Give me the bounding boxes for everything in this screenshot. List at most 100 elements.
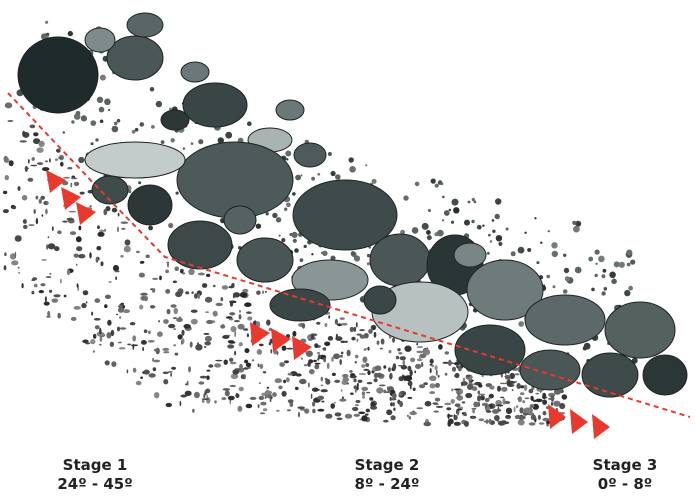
pebble	[276, 410, 280, 412]
pebble	[405, 375, 412, 381]
pebble	[367, 370, 370, 375]
pebble	[277, 351, 279, 355]
boulder	[161, 110, 189, 130]
pebble	[416, 407, 423, 409]
pebble	[168, 324, 175, 328]
pebble	[229, 318, 233, 320]
pebble	[163, 379, 168, 384]
pebble	[322, 251, 327, 256]
pebble	[314, 364, 319, 369]
pebble	[234, 351, 236, 356]
pebble	[504, 401, 510, 404]
pebble	[339, 359, 342, 365]
pebble	[200, 376, 207, 379]
pebble	[175, 353, 179, 356]
pebble	[325, 379, 330, 385]
pebble	[400, 356, 406, 360]
pebble	[516, 383, 520, 389]
pebble	[46, 316, 50, 318]
pebble	[67, 218, 74, 221]
pebble	[112, 208, 117, 213]
pebble	[388, 367, 391, 372]
pebble	[516, 405, 518, 408]
pebble	[96, 257, 99, 263]
pebble	[242, 289, 248, 293]
pebble	[70, 231, 76, 235]
pebble	[479, 418, 485, 421]
pebble	[415, 364, 421, 369]
pebble	[324, 342, 330, 347]
pebble	[231, 283, 234, 288]
pebble	[345, 341, 348, 343]
pebble	[358, 380, 363, 383]
pebble	[374, 378, 378, 382]
pebble	[362, 357, 367, 363]
pebble	[531, 414, 536, 420]
pebble	[205, 311, 209, 313]
pebble	[389, 373, 393, 380]
pebble	[22, 283, 24, 288]
pebble	[15, 235, 22, 242]
pebble	[76, 264, 78, 266]
pebble	[213, 285, 216, 287]
pebble	[188, 366, 191, 372]
pebble	[498, 421, 506, 426]
pebble	[171, 138, 175, 142]
boulder	[85, 28, 115, 52]
pebble	[377, 341, 380, 345]
boulder	[520, 350, 580, 390]
pebble	[374, 332, 377, 338]
pebble	[595, 274, 598, 277]
pebble	[313, 360, 317, 362]
pebble	[451, 399, 455, 404]
pebble	[312, 401, 315, 406]
pebble	[39, 290, 44, 293]
pebble	[188, 269, 194, 275]
pebble	[438, 344, 443, 350]
stage-angle: 24º - 45º	[25, 475, 165, 494]
pebble	[473, 200, 476, 203]
pebble	[5, 175, 9, 180]
pebble	[168, 223, 173, 228]
pebble	[563, 254, 566, 257]
pebble	[390, 402, 393, 406]
pebble	[379, 385, 386, 387]
pebble	[31, 291, 34, 295]
pebble	[150, 87, 155, 92]
pebble	[244, 302, 251, 307]
boulder	[128, 185, 172, 225]
pebble	[159, 276, 162, 281]
pebble	[601, 291, 605, 295]
pebble	[365, 414, 369, 416]
pebble	[208, 364, 213, 368]
pebble	[399, 401, 403, 407]
pebble	[13, 206, 17, 209]
pebble	[272, 392, 277, 397]
pebble	[321, 401, 324, 403]
pebble	[91, 142, 94, 145]
pebble	[323, 357, 326, 362]
pebble	[413, 388, 416, 391]
pebble	[345, 414, 352, 419]
pebble	[115, 270, 120, 272]
pebble	[152, 278, 158, 280]
pebble	[472, 409, 475, 414]
pebble	[152, 288, 155, 292]
pebble	[595, 250, 600, 255]
pebble	[536, 261, 539, 264]
pebble	[425, 401, 432, 407]
pebble	[229, 341, 236, 343]
pebble	[524, 232, 526, 234]
pebble	[563, 289, 568, 294]
pebble	[335, 412, 342, 416]
pebble	[454, 422, 461, 426]
pebble	[323, 347, 326, 351]
pebble	[22, 195, 27, 201]
pebble	[69, 211, 76, 213]
pebble	[213, 311, 218, 317]
pebble	[206, 274, 210, 277]
pebble	[381, 339, 385, 345]
pebble	[99, 107, 105, 113]
pebble	[41, 259, 47, 261]
pebble	[309, 369, 315, 374]
